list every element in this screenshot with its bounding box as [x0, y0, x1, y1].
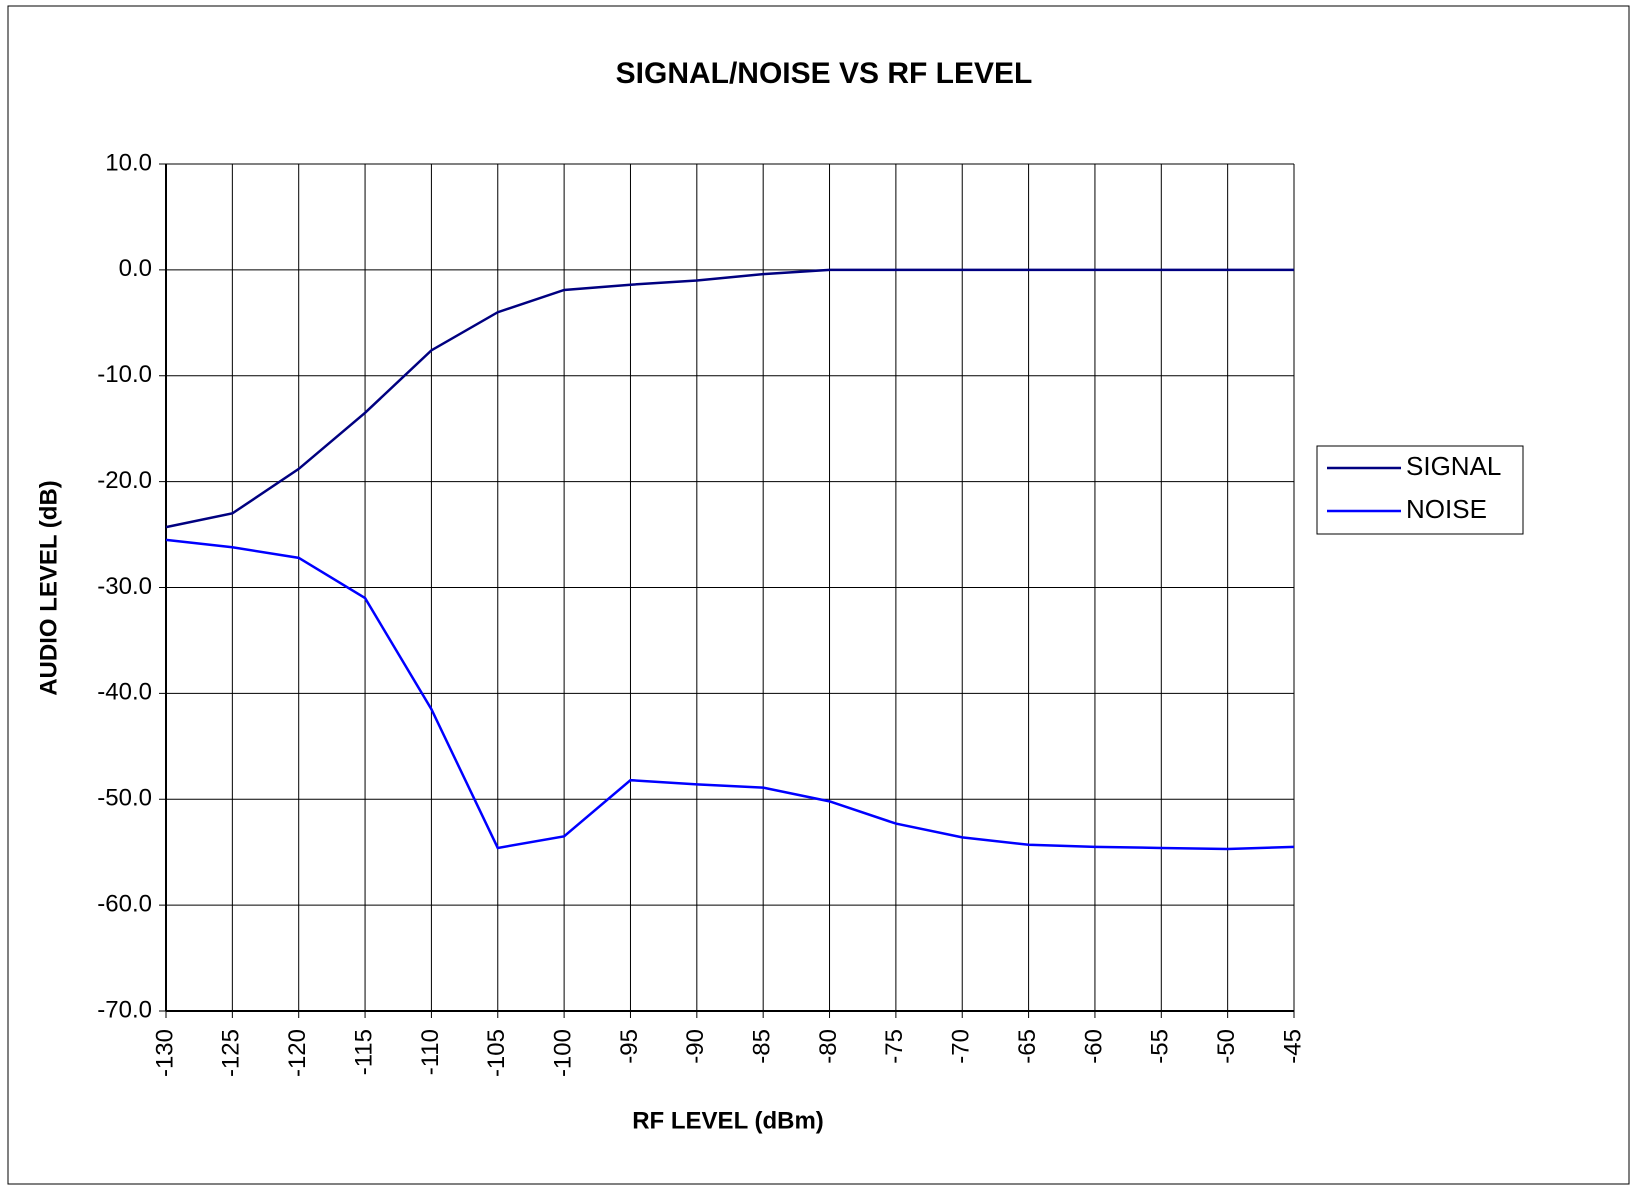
x-tick-label: -130 [151, 1029, 178, 1077]
y-tick-label: -20.0 [97, 467, 152, 494]
x-tick-label: -125 [218, 1029, 245, 1077]
legend-label: NOISE [1406, 494, 1487, 524]
data-line [165, 538, 1295, 851]
y-tick-label: 10.0 [105, 149, 152, 176]
y-tick-label: -50.0 [97, 785, 152, 812]
chart-title: SIGNAL/NOISE VS RF LEVEL [616, 57, 1033, 90]
x-tick-label: -120 [284, 1029, 311, 1077]
x-tick-label: -60 [1080, 1029, 1107, 1064]
y-axis-label: AUDIO LEVEL (dB) [35, 480, 62, 696]
legend-label: SIGNAL [1406, 451, 1501, 481]
x-tick-label: -45 [1279, 1029, 1306, 1064]
x-tick-label: -90 [682, 1029, 709, 1064]
y-tick-label: -10.0 [97, 361, 152, 388]
x-tick-label: -85 [749, 1029, 776, 1064]
y-tick-label: -70.0 [97, 996, 152, 1023]
x-tick-label: -110 [417, 1029, 444, 1075]
y-tick-label: 0.0 [119, 255, 152, 282]
x-tick-label: -75 [881, 1029, 908, 1064]
legend-box [1316, 445, 1524, 535]
x-tick-label: -105 [483, 1029, 510, 1077]
data-line [165, 268, 1294, 529]
x-tick-label: -50 [1213, 1029, 1240, 1064]
x-tick-label: -70 [948, 1029, 975, 1064]
x-axis-label: RF LEVEL (dBm) [632, 1107, 824, 1134]
x-tick-label: -55 [1147, 1029, 1174, 1064]
chart-frame [7, 5, 1630, 1185]
y-tick-label: -60.0 [97, 890, 152, 917]
x-tick-label: -115 [350, 1029, 377, 1075]
x-tick-label: -95 [616, 1029, 643, 1064]
y-tick-label: -40.0 [97, 679, 152, 706]
x-tick-label: -65 [1014, 1029, 1041, 1064]
x-tick-label: -100 [549, 1029, 576, 1077]
y-tick-label: -30.0 [97, 573, 152, 600]
x-tick-label: -80 [815, 1029, 842, 1064]
